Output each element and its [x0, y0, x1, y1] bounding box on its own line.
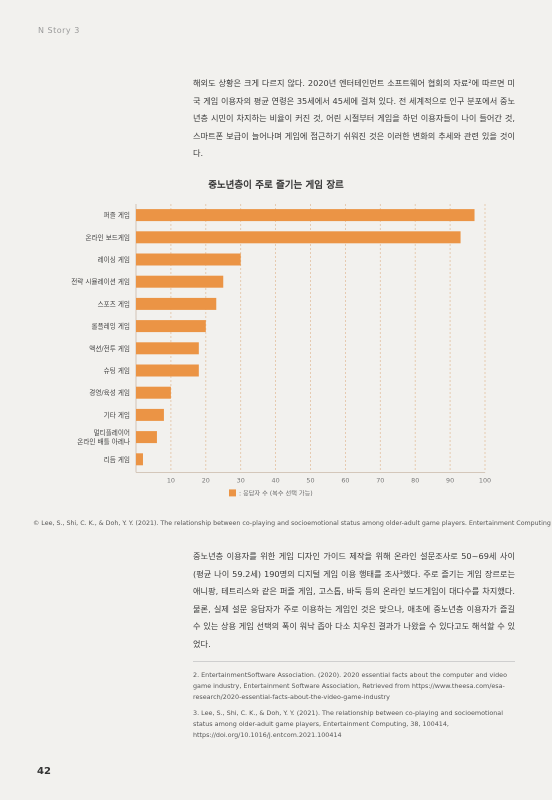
bar-8	[136, 364, 199, 377]
category-label-11-line2: 온라인 배틀 아레나	[77, 437, 130, 446]
legend-label: : 응답자 수 (복수 선택 가능)	[239, 489, 313, 497]
category-label-4: 전략 시뮬레이션 게임	[71, 277, 130, 286]
bar-1	[136, 209, 475, 222]
bar-12	[136, 453, 143, 466]
bar-11	[136, 431, 157, 444]
footnote-2: 2. EntertainmentSoftware Association. (2…	[193, 671, 507, 702]
bar-10	[136, 408, 164, 421]
category-label-10: 기타 게임	[104, 410, 130, 419]
x-tick-label-40: 40	[272, 476, 280, 484]
category-label-3: 레이싱 게임	[98, 255, 130, 264]
running-head: N Story 3	[38, 26, 80, 35]
bar-9	[136, 386, 171, 399]
category-label-1: 퍼즐 게임	[104, 211, 130, 220]
x-tick-label-50: 50	[306, 476, 314, 484]
category-label-2: 온라인 보드게임	[85, 233, 130, 242]
bar-6	[136, 320, 206, 333]
legend-swatch	[229, 489, 236, 497]
x-tick-label-80: 80	[411, 476, 419, 484]
footnote-divider	[193, 661, 515, 662]
category-label-5: 스포츠 게임	[98, 299, 130, 308]
bar-7	[136, 342, 199, 355]
body-paragraph-1: 해외도 상황은 크게 다르지 않다. 2020년 엔터테인먼트 소프트웨어 협회…	[193, 78, 515, 158]
category-label-9: 경영/육성 게임	[89, 388, 130, 397]
footnote-3: 3. Lee, S., Shi, C. K., & Doh, Y. Y. (20…	[193, 708, 503, 740]
category-label-12: 리듬 게임	[104, 455, 130, 464]
bar-4	[136, 275, 224, 288]
page-number: 42	[37, 766, 51, 777]
x-tick-label-90: 90	[446, 476, 454, 484]
bar-5	[136, 297, 217, 310]
bar-2	[136, 231, 461, 244]
x-tick-label-100: 100	[479, 476, 491, 484]
x-tick-label-60: 60	[341, 476, 349, 484]
body-paragraph-2: 중노년층 이용자를 위한 게임 디자인 가이드 제작을 위해 온라인 설문조사로…	[193, 551, 515, 649]
x-tick-label-20: 20	[202, 476, 210, 484]
category-label-6: 롤플레잉 게임	[92, 322, 131, 331]
x-tick-label-10: 10	[167, 476, 175, 484]
chart-title: 중노년층이 주로 즐기는 게임 장르	[208, 180, 344, 191]
x-tick-label-30: 30	[237, 476, 245, 484]
x-tick-label-70: 70	[376, 476, 384, 484]
chart-source-caption: © Lee, S., Shi, C. K., & Doh, Y. Y. (202…	[33, 520, 551, 527]
footnotes: 2. EntertainmentSoftware Association. (2…	[193, 670, 515, 745]
category-label-7: 액션/전투 게임	[89, 344, 130, 353]
category-label-11-line1: 멀티플레이어	[94, 428, 130, 437]
bar-3	[136, 253, 241, 266]
category-label-8: 슈팅 게임	[104, 366, 130, 375]
